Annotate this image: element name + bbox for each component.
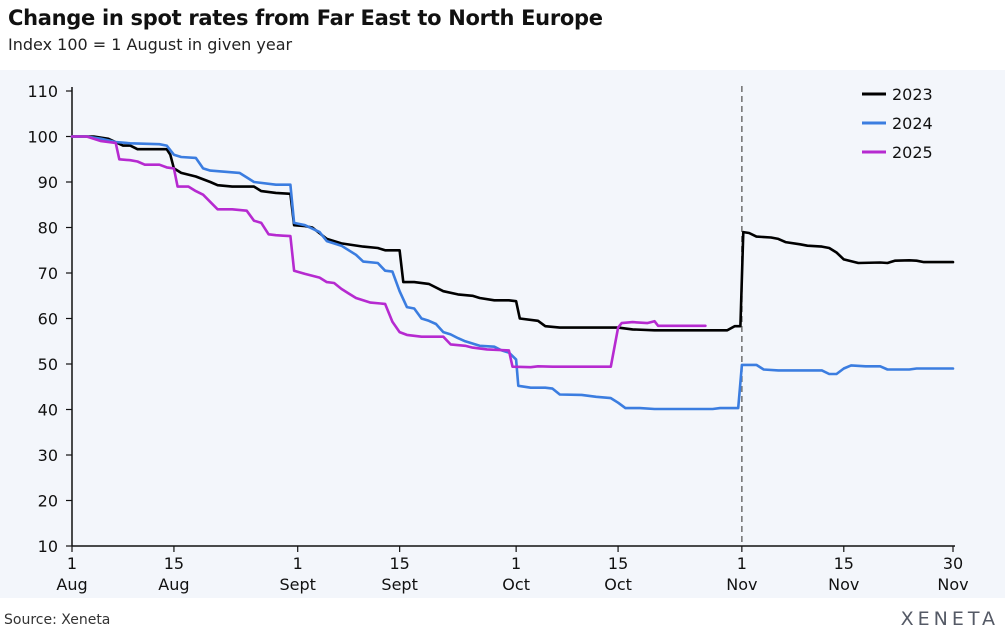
x-tick-day-label: 15 xyxy=(164,554,184,573)
chart-subtitle: Index 100 = 1 August in given year xyxy=(8,35,293,54)
x-tick-month-label: Sept xyxy=(381,575,417,594)
y-tick-label: 50 xyxy=(38,355,58,374)
legend-label-2025: 2025 xyxy=(892,143,933,162)
series-line-2023 xyxy=(70,135,955,332)
legend-label-2024: 2024 xyxy=(892,114,933,133)
x-tick-month-label: Nov xyxy=(726,575,757,594)
y-tick-label: 110 xyxy=(27,82,58,101)
series-line-2024 xyxy=(70,135,955,411)
y-tick-label: 30 xyxy=(38,446,58,465)
x-tick-month-label: Nov xyxy=(937,575,968,594)
brand-logo: XENETA xyxy=(900,608,999,630)
axes: 10 20 30 40 50 60 70 80 90 100 110 1 Aug 15 Aug 1 Sept 15… xyxy=(27,82,968,594)
x-tick-day-label: 1 xyxy=(67,554,77,573)
x-tick-month-label: Aug xyxy=(158,575,189,594)
legend-label-2023: 2023 xyxy=(892,85,933,104)
x-tick-day-label: 15 xyxy=(834,554,854,573)
series-line-2025 xyxy=(70,135,707,369)
x-tick-month-label: Nov xyxy=(828,575,859,594)
x-tick-month-label: Sept xyxy=(279,575,315,594)
x-tick-day-label: 1 xyxy=(511,554,521,573)
legend: 2023 2024 2025 xyxy=(862,85,933,162)
series-lines xyxy=(70,135,955,411)
x-tick-month-label: Oct xyxy=(502,575,530,594)
x-tick-month-label: Oct xyxy=(604,575,632,594)
plot-area-background xyxy=(0,70,1005,598)
x-tick-day-label: 15 xyxy=(608,554,628,573)
y-tick-label: 40 xyxy=(38,401,58,420)
y-tick-label: 80 xyxy=(38,219,58,238)
chart-title: Change in spot rates from Far East to No… xyxy=(8,6,603,30)
x-tick-month-label: Aug xyxy=(56,575,87,594)
source-note: Source: Xeneta xyxy=(4,612,111,628)
y-tick-label: 60 xyxy=(38,310,58,329)
y-tick-label: 90 xyxy=(38,173,58,192)
y-tick-label: 70 xyxy=(38,264,58,283)
y-tick-label: 10 xyxy=(38,537,58,556)
x-tick-day-label: 1 xyxy=(293,554,303,573)
y-tick-label: 100 xyxy=(27,128,58,147)
x-tick-day-label: 15 xyxy=(389,554,409,573)
x-tick-day-label: 30 xyxy=(943,554,963,573)
y-tick-label: 20 xyxy=(38,492,58,511)
x-tick-day-label: 1 xyxy=(737,554,747,573)
